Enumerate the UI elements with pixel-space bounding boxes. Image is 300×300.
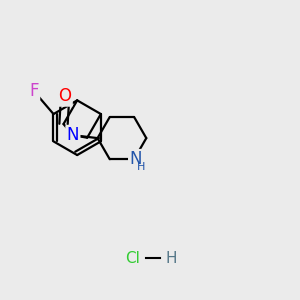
Text: H: H: [137, 162, 145, 172]
Text: H: H: [165, 251, 177, 266]
Text: N: N: [129, 150, 142, 168]
Text: F: F: [29, 82, 39, 100]
Text: O: O: [58, 87, 71, 105]
Text: N: N: [67, 126, 79, 144]
Text: Cl: Cl: [125, 251, 140, 266]
